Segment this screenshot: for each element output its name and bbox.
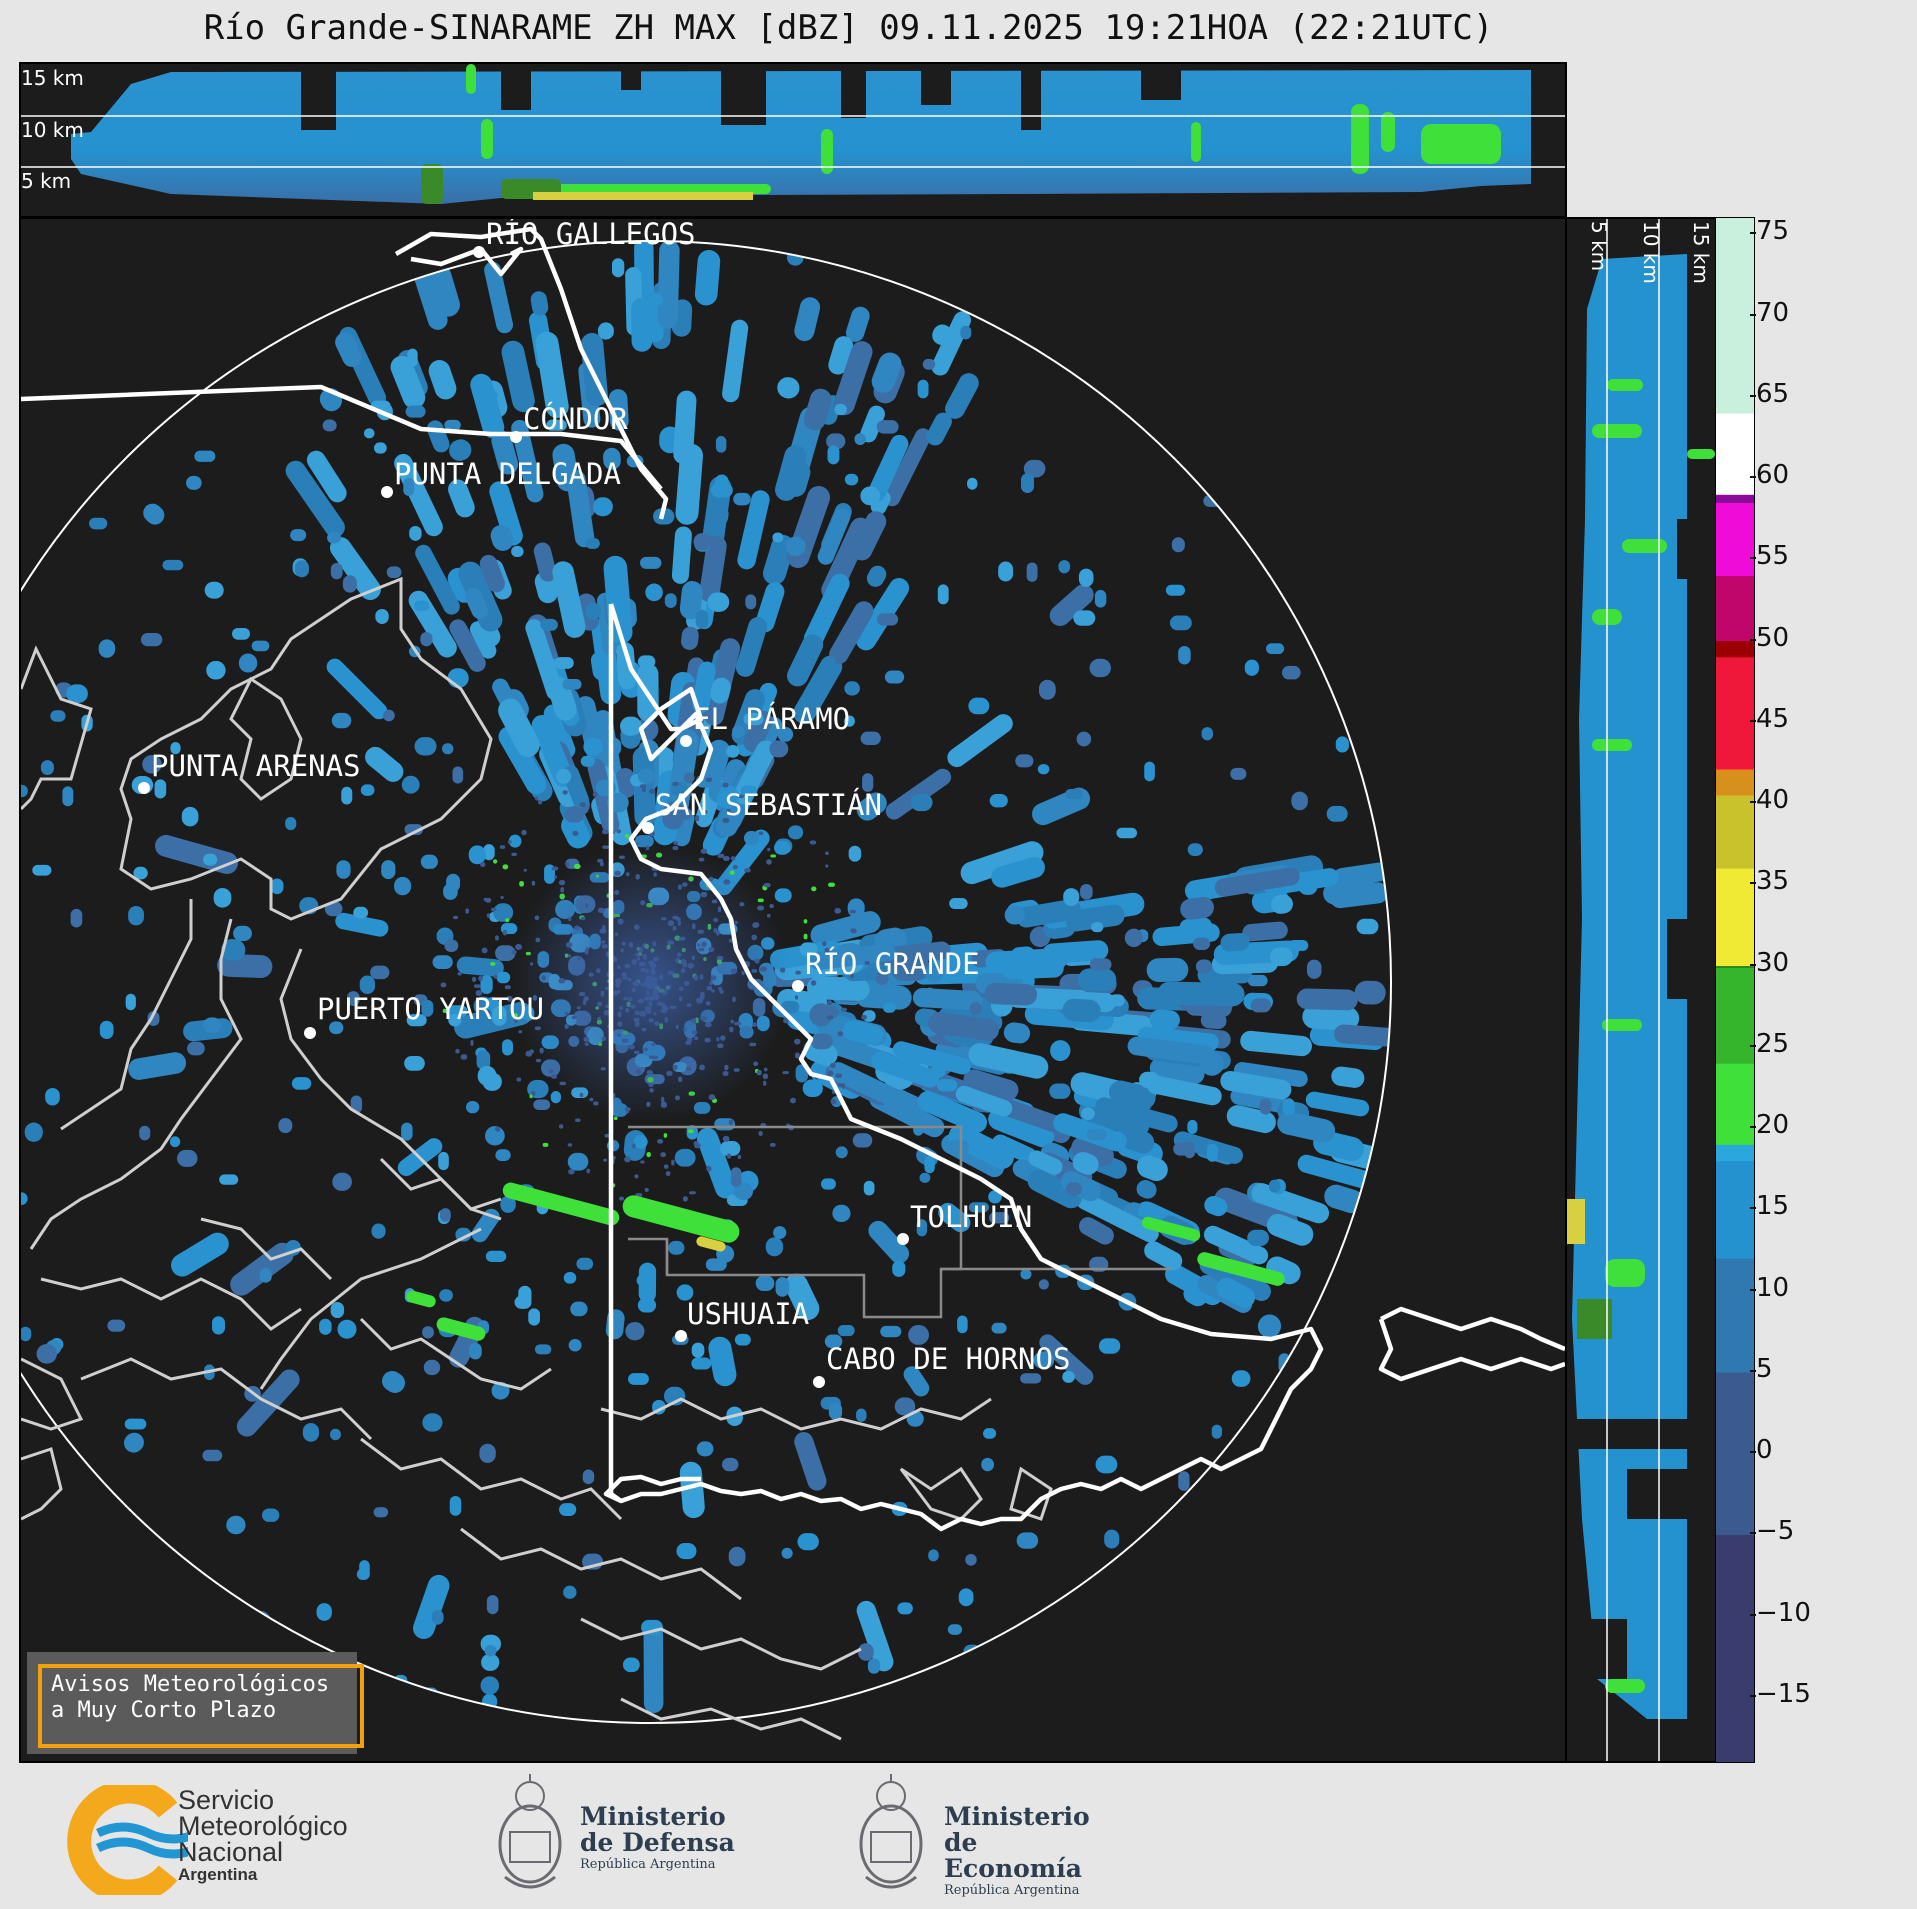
- top-cross-section-panel: 15 km 10 km 5 km: [19, 62, 1567, 218]
- smn-line-2: Meteorológico: [178, 1811, 348, 1841]
- top-alt-label-5: 5 km: [21, 169, 72, 193]
- colorbar-tick-label: 45: [1749, 703, 1790, 734]
- city-label-cabo-de-hornos: CABO DE HORNOS: [826, 1342, 1070, 1376]
- colorbar-segment: [1716, 770, 1754, 796]
- colorbar-segment: [1716, 768, 1754, 772]
- colorbar-tick-label: 30: [1749, 947, 1790, 978]
- defensa-line-1: Ministerio: [580, 1802, 726, 1831]
- economia-line-3: República Argentina: [944, 1883, 1080, 1898]
- smn-line-4: Argentina: [178, 1865, 258, 1884]
- chile-coastline: [21, 576, 1053, 1741]
- national-coat-of-arms-icon: [859, 1774, 923, 1889]
- city-label-ushuaia: USHUAIA: [687, 1297, 809, 1331]
- colorbar-tick-label: −10: [1750, 1597, 1811, 1628]
- colorbar-segment: [1716, 502, 1754, 577]
- colorbar-tick-label: 15: [1749, 1191, 1790, 1222]
- colorbar-tick-label: −5: [1749, 1516, 1795, 1547]
- radar-map: RÍO GALLEGOS CÓNDOR PUNTA DELGADA EL PÁR…: [21, 219, 1565, 1741]
- city-label-punta-arenas: PUNTA ARENAS: [151, 749, 361, 783]
- national-coat-of-arms-icon: [498, 1774, 562, 1889]
- side-alt-label-10: 10 km: [1639, 221, 1663, 284]
- colorbar-segment: [1716, 1144, 1754, 1162]
- economia-line-2: de Economía: [944, 1828, 1082, 1883]
- city-label-condor: CÓNDOR: [523, 402, 628, 436]
- dbz-colorbar: [1715, 217, 1755, 1763]
- alert-box[interactable]: Avisos Meteorológicos a Muy Corto Plazo: [27, 1652, 364, 1754]
- city-label-rio-gallegos: RÍO GALLEGOS: [486, 219, 696, 251]
- radar-map-panel[interactable]: RÍO GALLEGOS CÓNDOR PUNTA DELGADA EL PÁR…: [19, 217, 1567, 1763]
- alert-line-1: Avisos Meteorológicos: [51, 1672, 330, 1697]
- colorbar-segment: [1716, 967, 1754, 1064]
- colorbar-tick-label: 10: [1749, 1272, 1790, 1303]
- colorbar-segment: [1716, 640, 1754, 658]
- top-alt-label-10: 10 km: [21, 118, 84, 142]
- colorbar-segment: [1716, 1063, 1754, 1145]
- colorbar-segment: [1716, 1160, 1754, 1259]
- side-cross-section-echoes: [1567, 219, 1715, 1761]
- colorbar-segment: [1716, 1371, 1754, 1535]
- colorbar-tick-label: 50: [1749, 622, 1790, 653]
- colorbar-segment: [1716, 868, 1754, 967]
- colorbar-tick-label: 75: [1749, 216, 1790, 247]
- colorbar-tick-label: 0: [1750, 1435, 1773, 1466]
- colorbar-segment: [1716, 965, 1754, 968]
- economia-line-1: Ministerio: [944, 1802, 1090, 1831]
- colorbar-segment: [1716, 218, 1754, 414]
- side-cross-section-panel: 5 km 10 km 15 km: [1565, 217, 1717, 1763]
- ministerio-economia-logo: Ministerio de Economía República Argenti…: [856, 1772, 1116, 1902]
- colorbar-tick-label: 25: [1749, 1028, 1790, 1059]
- colorbar-tick-label: 55: [1749, 541, 1790, 572]
- colorbar-tick-label: 40: [1749, 785, 1790, 816]
- province-borders: [628, 1125, 1171, 1319]
- radar-range-ring: [21, 240, 1392, 1724]
- side-alt-label-5: 5 km: [1587, 221, 1611, 272]
- colorbar-segment: [1716, 413, 1754, 495]
- smn-line-1: Servicio: [178, 1785, 275, 1815]
- defensa-line-3: República Argentina: [580, 1857, 716, 1872]
- colorbar-tick-label: 5: [1750, 1353, 1773, 1384]
- city-labels: RÍO GALLEGOS CÓNDOR PUNTA DELGADA EL PÁR…: [151, 219, 1070, 1376]
- alert-box-text[interactable]: Avisos Meteorológicos a Muy Corto Plazo: [38, 1664, 364, 1748]
- smn-logo: Servicio Meteorológico Nacional Argentin…: [58, 1785, 398, 1895]
- colorbar-tick-label: 20: [1749, 1110, 1790, 1141]
- side-alt-label-15: 15 km: [1689, 221, 1713, 284]
- colorbar-tick-label: 35: [1749, 866, 1790, 897]
- city-label-san-sebastian: SAN SEBASTIÁN: [655, 788, 882, 822]
- colorbar-tick-label: 65: [1749, 378, 1790, 409]
- ministerio-defensa-logo: Ministerio de Defensa República Argentin…: [495, 1772, 755, 1902]
- page-title: Río Grande-SINARAME ZH MAX [dBZ] 09.11.2…: [203, 8, 1494, 48]
- colorbar-tick-label: −15: [1750, 1678, 1811, 1709]
- argentina-coastline: [21, 226, 1565, 1532]
- colorbar-segment: [1716, 575, 1754, 642]
- city-label-punta-delgada: PUNTA DELGADA: [394, 457, 621, 491]
- city-label-el-paramo: EL PÁRAMO: [693, 702, 850, 736]
- defensa-line-2: de Defensa: [580, 1828, 735, 1857]
- colorbar-tick-label: 70: [1749, 297, 1790, 328]
- city-markers: [138, 246, 909, 1388]
- colorbar-segment: [1716, 1534, 1754, 1763]
- top-alt-label-15: 15 km: [21, 66, 84, 90]
- colorbar-segment: [1716, 794, 1754, 869]
- colorbar-segment: [1716, 656, 1754, 770]
- city-label-rio-grande: RÍO GRANDE: [805, 947, 980, 981]
- top-cross-section-echoes: [21, 64, 1565, 204]
- smn-emblem-icon: [67, 1785, 188, 1895]
- colorbar-segment: [1716, 494, 1754, 503]
- city-label-tolhuin: TOLHUIN: [910, 1200, 1032, 1234]
- alert-line-2: a Muy Corto Plazo: [51, 1698, 277, 1723]
- colorbar-tick-label: 60: [1749, 460, 1790, 491]
- smn-line-3: Nacional: [178, 1837, 284, 1867]
- colorbar-segment: [1716, 1258, 1754, 1373]
- city-label-puerto-yartou: PUERTO YARTOU: [317, 992, 544, 1026]
